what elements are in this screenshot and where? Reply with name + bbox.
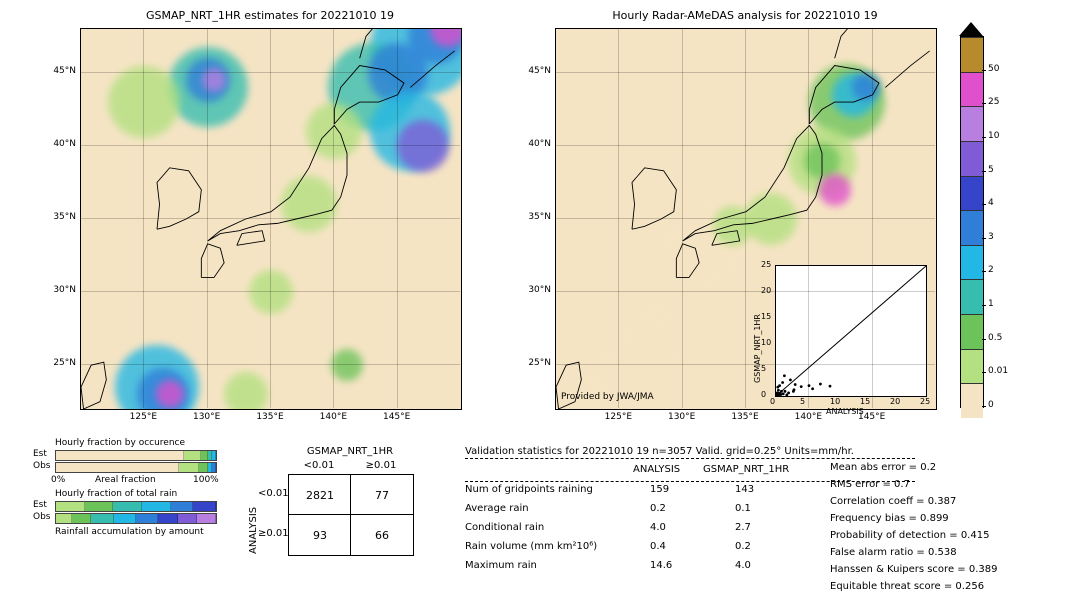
lon-tick: 135°E (250, 412, 290, 422)
lon-tick: 125°E (598, 412, 638, 422)
stats-val-analysis: 14.6 (650, 560, 672, 571)
colorbar-tick: 2 (988, 265, 994, 275)
inset-ytick: 10 (761, 338, 771, 347)
stats-row-label: Average rain (465, 503, 529, 514)
stats-val-analysis: 0.4 (650, 541, 666, 552)
scalar-stat: RMS error = 0.7 (830, 479, 1050, 490)
fraction-row-label: Obs (33, 512, 51, 522)
scalar-stat: Mean abs error = 0.2 (830, 462, 1050, 473)
colorbar-tick: 0.5 (988, 333, 1002, 343)
lat-tick: 30°N (515, 285, 551, 295)
fraction-row-label: Est (33, 449, 47, 459)
lon-tick: 130°E (662, 412, 702, 422)
colorbar-tick: 0 (988, 400, 994, 410)
colorbar-tick: 10 (988, 131, 999, 141)
lat-tick: 25°N (515, 358, 551, 368)
scalar-stat: Frequency bias = 0.899 (830, 513, 1050, 524)
stats-row-label: Rain volume (mm km²10⁶) (465, 541, 597, 552)
colorbar-tick: 25 (988, 97, 999, 107)
left-map (80, 28, 462, 410)
inset-xtick: 5 (800, 397, 805, 406)
lat-tick: 40°N (515, 139, 551, 149)
lat-tick: 45°N (515, 66, 551, 76)
lon-tick: 140°E (313, 412, 353, 422)
stats-val-gsmap: 4.0 (735, 560, 751, 571)
colorbar-tick: 5 (988, 165, 994, 175)
right-map-title: Hourly Radar-AMeDAS analysis for 2022101… (555, 9, 935, 22)
inset-xtick: 25 (920, 397, 930, 406)
inset-xtick: 15 (860, 397, 870, 406)
inset-ytick: 20 (761, 286, 771, 295)
colorbar-tick: 1 (988, 299, 994, 309)
stats-row-label: Num of gridpoints raining (465, 484, 593, 495)
colorbar-tick: 3 (988, 232, 994, 242)
left-map-title: GSMAP_NRT_1HR estimates for 20221010 19 (80, 9, 460, 22)
contingency-cell: 93 (288, 514, 352, 556)
axis-100: 100% (193, 475, 219, 485)
fraction-row-label: Obs (33, 461, 51, 471)
inset-ytick: 0 (761, 390, 766, 399)
stats-row-label: Conditional rain (465, 522, 544, 533)
scatter-inset (775, 265, 927, 397)
colorbar-tick: 50 (988, 64, 999, 74)
lon-tick: 125°E (123, 412, 163, 422)
stats-val-analysis: 159 (650, 484, 669, 495)
contingency-top-title: GSMAP_NRT_1HR (288, 446, 412, 457)
stats-row-label: Maximum rain (465, 560, 537, 571)
stats-val-gsmap: 0.2 (735, 541, 751, 552)
fraction-bar (55, 501, 217, 512)
fraction-title: Hourly fraction of total rain (55, 489, 177, 499)
lon-tick: 140°E (788, 412, 828, 422)
fraction-bar (55, 513, 217, 524)
stats-val-analysis: 0.2 (650, 503, 666, 514)
scalar-stat: Hanssen & Kuipers score = 0.389 (830, 564, 1050, 575)
lon-tick: 135°E (725, 412, 765, 422)
axis-0: 0% (51, 475, 65, 485)
contingency-cell: 77 (350, 474, 414, 516)
contingency-row-label: <0.01 (258, 488, 286, 499)
lat-tick: 35°N (40, 212, 76, 222)
stats-val-gsmap: 2.7 (735, 522, 751, 533)
inset-xtick: 0 (770, 397, 775, 406)
lon-tick: 145°E (377, 412, 417, 422)
lon-tick: 130°E (187, 412, 227, 422)
inset-xtick: 10 (830, 397, 840, 406)
axis-mid: Areal fraction (95, 475, 156, 485)
fraction-bar (55, 462, 217, 473)
lat-tick: 30°N (40, 285, 76, 295)
fraction-row-label: Est (33, 500, 47, 510)
stats-col-header: GSMAP_NRT_1HR (703, 464, 789, 475)
inset-xlabel: ANALYSIS (826, 407, 864, 416)
scalar-stat: Equitable threat score = 0.256 (830, 581, 1050, 592)
scalar-stat: Correlation coeff = 0.387 (830, 496, 1050, 507)
scalar-stat: Probability of detection = 0.415 (830, 530, 1050, 541)
colorbar (960, 36, 984, 408)
stats-val-gsmap: 143 (735, 484, 754, 495)
inset-ylabel: GSMAP_NRT_1HR (753, 314, 762, 383)
scalar-stat: False alarm ratio = 0.538 (830, 547, 1050, 558)
colorbar-tick: 4 (988, 198, 994, 208)
inset-ytick: 15 (761, 312, 771, 321)
contingency-row-label: ≥0.01 (258, 528, 286, 539)
colorbar-tick: 0.01 (988, 366, 1008, 376)
inset-ytick: 25 (761, 260, 771, 269)
lat-tick: 40°N (40, 139, 76, 149)
fraction-title: Rainfall accumulation by amount (55, 527, 204, 537)
contingency-col-label: <0.01 (288, 460, 350, 471)
contingency-col-label: ≥0.01 (350, 460, 412, 471)
stats-val-gsmap: 0.1 (735, 503, 751, 514)
map-attribution: Provided by JWA/JMA (561, 392, 654, 402)
inset-xtick: 20 (890, 397, 900, 406)
fraction-bar (55, 450, 217, 461)
stats-val-analysis: 4.0 (650, 522, 666, 533)
contingency-cell: 2821 (288, 474, 352, 516)
contingency-cell: 66 (350, 514, 414, 556)
lat-tick: 45°N (40, 66, 76, 76)
stats-col-header: ANALYSIS (633, 464, 680, 475)
lat-tick: 35°N (515, 212, 551, 222)
validation-title: Validation statistics for 20221010 19 n=… (465, 446, 854, 457)
lat-tick: 25°N (40, 358, 76, 368)
fraction-title: Hourly fraction by occurence (55, 438, 185, 448)
